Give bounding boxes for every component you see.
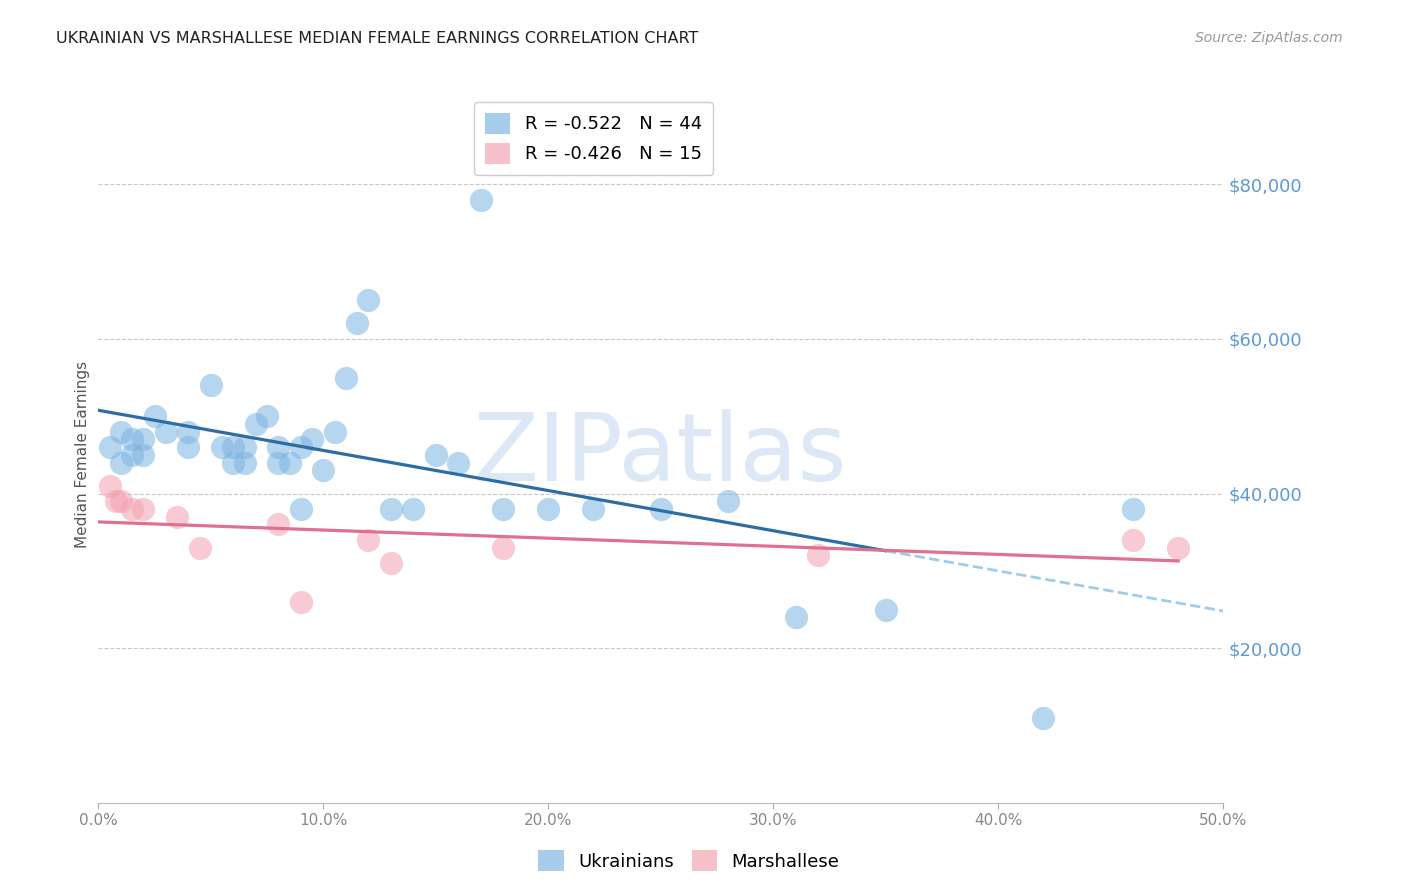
Point: [267, 517, 290, 532]
Point: [425, 448, 447, 462]
Point: [166, 509, 188, 524]
Point: [492, 541, 515, 555]
Point: [380, 556, 402, 570]
Point: [177, 425, 200, 439]
Y-axis label: Median Female Earnings: Median Female Earnings: [75, 361, 90, 549]
Point: [132, 433, 155, 447]
Point: [312, 463, 335, 477]
Legend: R = -0.522   N = 44, R = -0.426   N = 15: R = -0.522 N = 44, R = -0.426 N = 15: [474, 103, 713, 175]
Point: [492, 502, 515, 516]
Text: Source: ZipAtlas.com: Source: ZipAtlas.com: [1195, 31, 1343, 45]
Point: [807, 549, 830, 563]
Point: [200, 378, 222, 392]
Point: [290, 595, 312, 609]
Text: UKRAINIAN VS MARSHALLESE MEDIAN FEMALE EARNINGS CORRELATION CHART: UKRAINIAN VS MARSHALLESE MEDIAN FEMALE E…: [56, 31, 699, 46]
Point: [222, 440, 245, 454]
Point: [380, 502, 402, 516]
Point: [447, 456, 470, 470]
Point: [1167, 541, 1189, 555]
Point: [785, 610, 807, 624]
Point: [188, 541, 211, 555]
Point: [470, 193, 492, 207]
Point: [582, 502, 605, 516]
Legend: Ukrainians, Marshallese: Ukrainians, Marshallese: [531, 843, 846, 879]
Point: [650, 502, 672, 516]
Point: [875, 602, 897, 616]
Point: [357, 533, 380, 547]
Point: [110, 494, 132, 508]
Point: [290, 502, 312, 516]
Point: [346, 317, 368, 331]
Point: [121, 502, 143, 516]
Point: [222, 456, 245, 470]
Point: [98, 440, 121, 454]
Point: [256, 409, 278, 424]
Point: [267, 440, 290, 454]
Point: [402, 502, 425, 516]
Point: [121, 448, 143, 462]
Text: ZIPatlas: ZIPatlas: [474, 409, 848, 501]
Point: [211, 440, 233, 454]
Point: [132, 502, 155, 516]
Point: [537, 502, 560, 516]
Point: [1122, 502, 1144, 516]
Point: [245, 417, 267, 431]
Point: [290, 440, 312, 454]
Point: [335, 370, 357, 384]
Point: [267, 456, 290, 470]
Point: [233, 456, 256, 470]
Point: [233, 440, 256, 454]
Point: [278, 456, 301, 470]
Point: [357, 293, 380, 308]
Point: [110, 456, 132, 470]
Point: [1032, 711, 1054, 725]
Point: [323, 425, 346, 439]
Point: [121, 433, 143, 447]
Point: [301, 433, 323, 447]
Point: [1122, 533, 1144, 547]
Point: [98, 479, 121, 493]
Point: [105, 494, 128, 508]
Point: [143, 409, 166, 424]
Point: [717, 494, 740, 508]
Point: [155, 425, 177, 439]
Point: [177, 440, 200, 454]
Point: [110, 425, 132, 439]
Point: [132, 448, 155, 462]
